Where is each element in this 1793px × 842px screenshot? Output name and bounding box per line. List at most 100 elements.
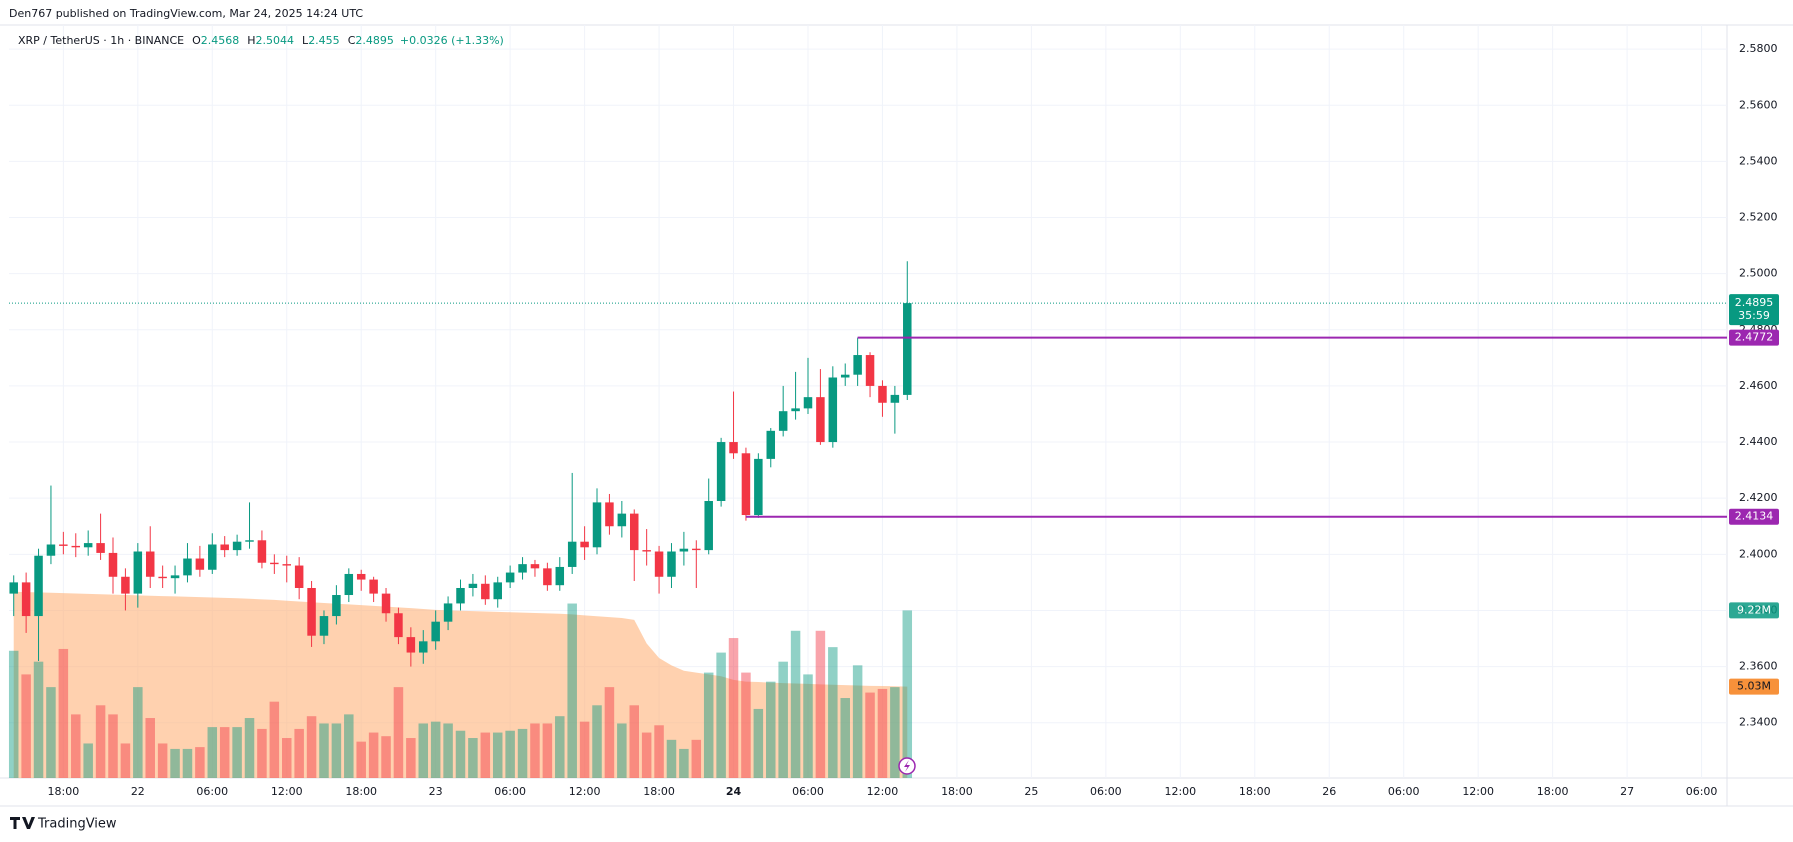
- x-tick-label: 18:00: [643, 785, 675, 798]
- volume-bar: [766, 681, 776, 778]
- legend-c: C: [348, 34, 356, 47]
- volume-bar: [492, 732, 503, 778]
- volume-ma-badge-label: 5.03M: [1737, 680, 1771, 693]
- candle-body: [468, 583, 478, 588]
- x-tick-label: 22: [131, 785, 145, 798]
- volume-bar: [319, 723, 329, 778]
- volume-bar: [455, 730, 466, 778]
- candle-body: [667, 551, 676, 577]
- candle-body: [766, 430, 776, 459]
- candle-body: [121, 576, 130, 594]
- candle-body: [369, 579, 378, 594]
- candle-body: [903, 303, 912, 395]
- volume-bar: [368, 732, 379, 778]
- volume-bar: [95, 705, 106, 778]
- candle-body: [332, 595, 341, 617]
- brand-logo: [10, 817, 35, 829]
- candle-body: [270, 562, 279, 565]
- candle-body: [493, 582, 502, 600]
- candle-body: [778, 411, 788, 431]
- volume-bar: [182, 748, 193, 778]
- volume-bar: [83, 743, 93, 778]
- x-tick-label: 06:00: [1388, 785, 1420, 798]
- y-tick-label: 2.4000: [1739, 547, 1778, 560]
- candle-body: [294, 565, 304, 588]
- volume-bar: [170, 748, 180, 778]
- candle-body: [59, 544, 68, 546]
- candle-body: [406, 637, 416, 653]
- candle-body: [394, 613, 403, 638]
- candle-body: [381, 593, 391, 614]
- candle-body: [183, 558, 192, 576]
- volume-bar: [294, 728, 304, 778]
- candle-body: [530, 564, 540, 569]
- x-tick-label: 23: [429, 785, 443, 798]
- legend-o: O: [192, 34, 201, 47]
- volume-ma-badge: [1729, 678, 1779, 695]
- volume-bar: [356, 741, 366, 778]
- volume-bar: [592, 705, 602, 778]
- volume-bar: [244, 718, 255, 778]
- volume-bar: [865, 692, 875, 778]
- candle-body: [704, 500, 713, 551]
- candle-body: [741, 453, 751, 516]
- volume-bar: [654, 725, 664, 778]
- volume-bar: [480, 732, 491, 778]
- x-tick-label: 12:00: [1164, 785, 1196, 798]
- candle-body: [456, 587, 465, 604]
- candle-body: [754, 458, 763, 516]
- candle-body: [543, 568, 552, 586]
- volume-bar: [443, 723, 453, 778]
- candle-body: [356, 573, 366, 580]
- candle-body: [145, 551, 155, 577]
- volume-bar: [890, 687, 900, 778]
- volume-bar: [232, 727, 242, 778]
- x-tick-label: 12:00: [569, 785, 601, 798]
- candle-body: [170, 575, 180, 579]
- candle-body: [9, 582, 18, 594]
- volume-ma-area: [13, 591, 908, 778]
- candle-body: [108, 552, 118, 577]
- candle-body: [34, 555, 43, 617]
- volume-bar: [269, 701, 280, 778]
- level-badge-label: 2.4134: [1735, 510, 1774, 523]
- volume-bar: [344, 714, 354, 778]
- legend-h: H: [247, 34, 255, 47]
- volume-bar: [902, 610, 913, 778]
- volume-bar: [257, 728, 267, 778]
- volume-bar: [567, 603, 577, 778]
- candle-body: [518, 564, 527, 573]
- volume-badge: [1729, 602, 1779, 619]
- x-tick-label: 06:00: [1090, 785, 1122, 798]
- x-tick-label: 12:00: [271, 785, 303, 798]
- volume-bar: [281, 738, 292, 778]
- legend-change: +0.0326 (+1.33%): [400, 34, 504, 47]
- legend-l: L: [302, 34, 309, 47]
- volume-bar: [542, 723, 553, 778]
- x-tick-label: 12:00: [1462, 785, 1494, 798]
- candle-body: [245, 540, 254, 542]
- volume-bar: [207, 727, 218, 778]
- candle-body: [642, 550, 651, 552]
- volume-bar: [8, 650, 19, 778]
- candle-body: [419, 641, 428, 653]
- candle-body: [481, 583, 490, 600]
- x-tick-label: 26: [1322, 785, 1336, 798]
- x-tick-label: 18:00: [48, 785, 80, 798]
- legend-open: 2.4568: [201, 34, 240, 47]
- volume-bar: [108, 714, 118, 778]
- volume-bar: [58, 648, 69, 778]
- level-badge: [1729, 329, 1779, 346]
- volume-bar: [803, 674, 813, 778]
- volume-bar: [641, 732, 652, 778]
- volume-bar: [71, 714, 81, 778]
- last-price-label: 2.4895: [1735, 296, 1774, 309]
- volume-bar: [815, 630, 826, 778]
- x-tick-label: 06:00: [792, 785, 824, 798]
- volume-bar: [691, 739, 702, 778]
- x-tick-label: 18:00: [345, 785, 377, 798]
- candle-body: [828, 377, 838, 443]
- candle-body: [853, 355, 862, 375]
- x-tick-label: 12:00: [867, 785, 899, 798]
